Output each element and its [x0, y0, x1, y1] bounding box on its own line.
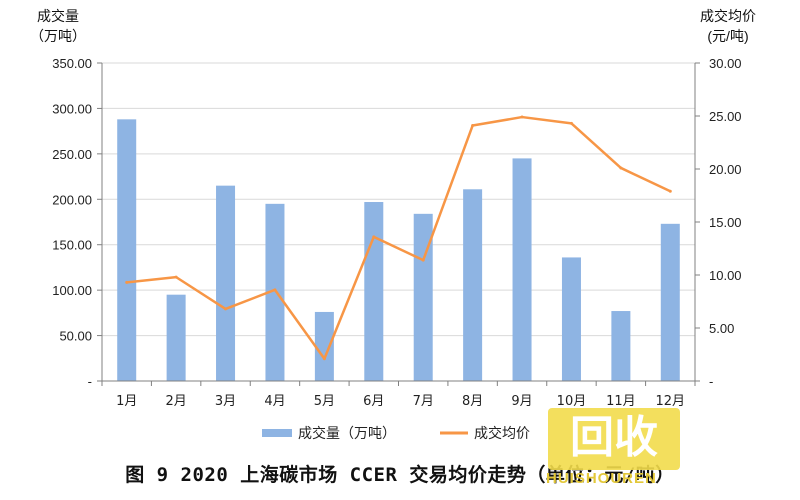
x-axis-tick-label: 5月 [314, 394, 335, 409]
left-axis-unit-line-1: 成交量 [37, 8, 79, 24]
price-line-point [520, 115, 524, 119]
bar [611, 311, 631, 381]
left-axis-unit: 成交量 （万吨） [28, 6, 88, 46]
price-line-point [273, 288, 277, 292]
price-line [126, 115, 671, 360]
bar [413, 213, 433, 381]
price-line-point [322, 357, 326, 361]
bar [463, 189, 483, 381]
x-axis-tick-label: 9月 [511, 394, 532, 409]
x-axis-tick-label: 1月 [116, 394, 137, 409]
bar [216, 185, 236, 381]
bar [265, 203, 285, 381]
price-line-point [619, 166, 623, 170]
x-axis-tick-label: 3月 [215, 394, 236, 409]
watermark-subtext: HUISHOUREN [546, 470, 657, 487]
left-axis-tick-label: 350.00 [52, 56, 92, 71]
left-axis-tick-label: 200.00 [52, 192, 92, 207]
left-axis-tick-label: 250.00 [52, 147, 92, 162]
price-line-point [224, 307, 228, 311]
x-axis-tick-label: 2月 [165, 394, 186, 409]
watermark-logo: 回收 HUISHOUREN [540, 402, 780, 492]
figure-caption: 图 9 2020 上海碳市场 CCER 交易均价走势（单位：元/吨） [125, 464, 675, 486]
price-line-point [421, 258, 425, 262]
legend-label-line: 成交均价 [474, 425, 530, 442]
price-line-point [174, 275, 178, 279]
price-line-point [569, 121, 573, 125]
x-axis-tick-label: 6月 [363, 394, 384, 409]
price-line-point [471, 124, 475, 128]
bar [660, 223, 680, 381]
legend-swatch-bar [262, 429, 292, 437]
x-axis-tick-label: 4月 [264, 394, 285, 409]
price-line-point [372, 235, 376, 239]
x-axis-tick-label: 7月 [413, 394, 434, 409]
bar [561, 257, 581, 381]
bar [512, 158, 532, 381]
price-line-point [125, 280, 129, 284]
right-axis-tick-label: 10.00 [709, 268, 742, 283]
right-axis-unit: 成交均价 (元/吨) [688, 6, 768, 46]
right-axis-tick-label: 5.00 [709, 321, 734, 336]
right-axis-unit-line-2: (元/吨) [707, 28, 749, 44]
right-axis-tick-label: - [709, 374, 713, 389]
right-axis-tick-label: 20.00 [709, 162, 742, 177]
bar [166, 294, 186, 381]
x-axis-tick-label: 12月 [656, 394, 686, 409]
legend-label-bar: 成交量（万吨） [298, 425, 396, 442]
right-axis-tick-label: 30.00 [709, 56, 742, 71]
x-axis-tick-label: 10月 [557, 394, 587, 409]
x-axis-tick-label: 8月 [462, 394, 483, 409]
price-line-point [668, 189, 672, 193]
bar [364, 202, 384, 381]
left-axis-tick-label: - [88, 374, 92, 389]
left-axis-tick-label: 50.00 [59, 329, 92, 344]
left-axis-unit-line-2: （万吨） [30, 28, 86, 44]
x-axis-tick-label: 11月 [606, 394, 636, 409]
bar [117, 119, 137, 382]
right-axis-unit-line-1: 成交均价 [700, 8, 756, 24]
right-axis-tick-label: 15.00 [709, 215, 742, 230]
watermark-badge [548, 408, 680, 470]
left-axis-tick-label: 100.00 [52, 283, 92, 298]
bar [314, 311, 334, 381]
left-axis-tick-label: 300.00 [52, 101, 92, 116]
left-axis-tick-label: 150.00 [52, 238, 92, 253]
watermark-text: 回收 [570, 413, 658, 462]
right-axis-tick-label: 25.00 [709, 109, 742, 124]
